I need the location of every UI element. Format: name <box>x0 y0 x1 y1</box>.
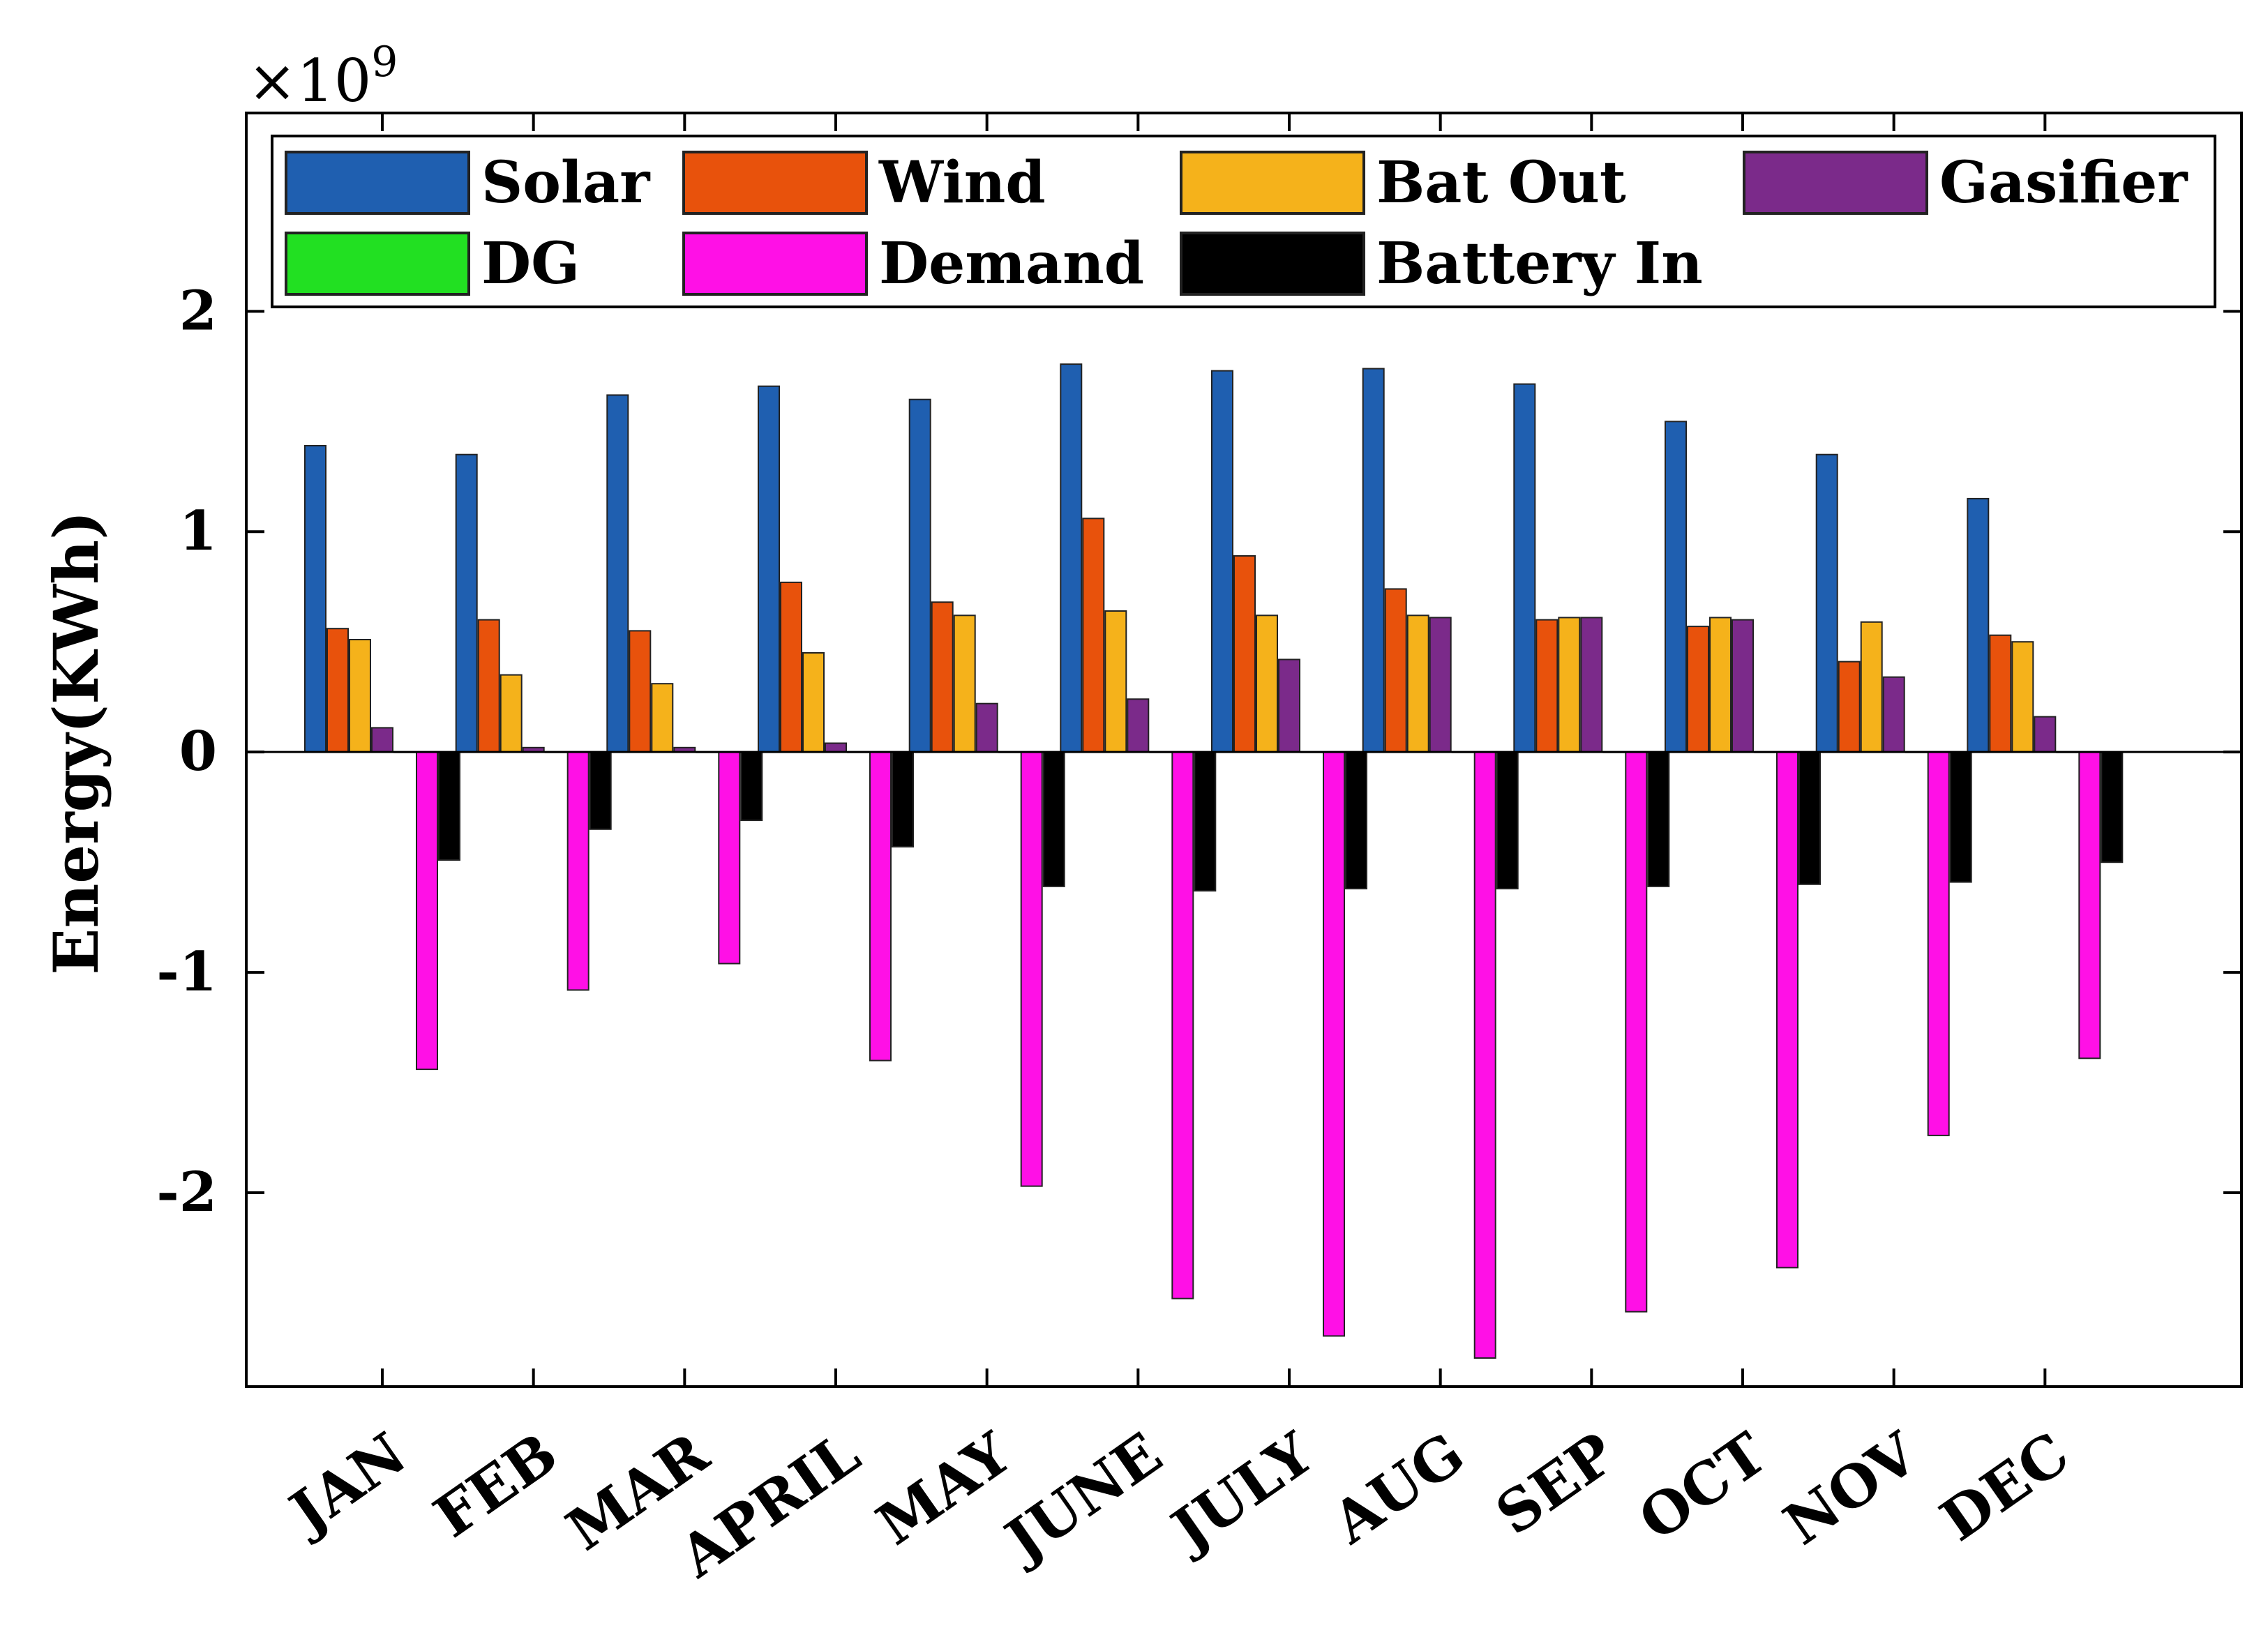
bar-battery-in-jan <box>438 751 460 861</box>
legend-label-wind: Wind <box>878 149 1046 216</box>
bar-wind-may <box>931 601 954 753</box>
bar-bat-out-nov <box>1860 621 1883 753</box>
bar-gasifier-nov <box>1882 676 1905 753</box>
bar-solar-april <box>758 385 780 753</box>
plot-frame <box>245 112 2243 1388</box>
bar-wind-mar <box>629 630 652 753</box>
legend-label-gasifier: Gasifier <box>1939 149 2188 216</box>
bar-solar-jan <box>304 445 326 753</box>
bar-wind-jan <box>326 628 349 753</box>
bar-solar-feb <box>455 453 478 753</box>
bar-bat-out-feb <box>500 674 523 753</box>
bar-battery-in-july <box>1345 751 1367 890</box>
legend-swatch-dg <box>285 232 470 296</box>
bar-gasifier-dec <box>2034 716 2057 753</box>
bar-battery-in-june <box>1194 751 1217 892</box>
bar-demand-april <box>869 751 892 1062</box>
bar-gasifier-may <box>975 702 998 753</box>
bar-wind-sep <box>1535 619 1559 753</box>
bar-wind-april <box>780 581 802 753</box>
legend-swatch-demand <box>682 232 868 296</box>
bar-solar-sep <box>1513 383 1536 753</box>
bar-demand-feb <box>566 751 589 991</box>
bar-bat-out-june <box>1104 610 1127 753</box>
bar-wind-dec <box>1989 634 2012 753</box>
legend-swatch-gasifier <box>1743 151 1928 215</box>
bar-bat-out-july <box>1256 614 1278 753</box>
bar-demand-oct <box>1776 751 1798 1269</box>
y-multiplier-base: ×10 <box>248 47 371 115</box>
bar-battery-in-may <box>1042 751 1065 887</box>
bar-gasifier-sep <box>1580 617 1603 753</box>
bar-battery-in-oct <box>1798 751 1821 885</box>
bar-bat-out-mar <box>651 683 674 753</box>
bar-wind-nov <box>1838 661 1861 753</box>
legend: Solar Wind Bat Out Gasifier DG Demand Battery … <box>271 135 2216 308</box>
y-tick-label: 2 <box>179 279 217 342</box>
legend-swatch-solar <box>285 151 470 215</box>
bar-bat-out-sep <box>1558 617 1581 753</box>
legend-swatch-bat-out <box>1180 151 1365 215</box>
bar-solar-oct <box>1665 421 1687 753</box>
bar-bat-out-may <box>953 614 976 753</box>
bar-battery-in-mar <box>740 751 763 822</box>
bar-bat-out-april <box>802 652 825 753</box>
bar-wind-oct <box>1687 626 1709 753</box>
bar-gasifier-jan <box>371 727 393 753</box>
bar-wind-july <box>1233 555 1256 753</box>
bar-solar-june <box>1060 363 1083 753</box>
legend-swatch-wind <box>682 151 868 215</box>
legend-label-battery-in: Battery In <box>1376 230 1703 297</box>
bar-gasifier-oct <box>1732 619 1754 753</box>
bar-wind-june <box>1082 518 1105 753</box>
bar-demand-sep <box>1625 751 1648 1313</box>
legend-label-bat-out: Bat Out <box>1376 149 1626 216</box>
bar-gasifier-aug <box>1429 617 1452 753</box>
y-multiplier: ×109 <box>248 38 398 115</box>
bar-battery-in-dec <box>2101 751 2124 864</box>
bar-wind-feb <box>477 619 500 753</box>
bar-solar-nov <box>1815 453 1838 753</box>
bar-gasifier-july <box>1278 658 1300 753</box>
bar-solar-aug <box>1362 368 1385 753</box>
bar-solar-may <box>908 398 931 753</box>
legend-label-demand: Demand <box>879 230 1144 297</box>
bar-bat-out-oct <box>1709 617 1732 753</box>
y-tick-label: -2 <box>156 1161 217 1224</box>
bar-gasifier-april <box>825 742 847 753</box>
legend-label-solar: Solar <box>481 149 651 216</box>
y-tick-label: -1 <box>156 940 217 1004</box>
bar-wind-aug <box>1384 588 1407 753</box>
bar-demand-june <box>1171 751 1194 1299</box>
bar-bat-out-aug <box>1406 614 1429 753</box>
bar-demand-mar <box>718 751 741 965</box>
bar-bat-out-jan <box>349 639 371 753</box>
bar-battery-in-april <box>892 751 914 847</box>
bar-solar-mar <box>606 394 629 753</box>
y-multiplier-exponent: 9 <box>371 38 398 86</box>
bar-demand-aug <box>1473 751 1496 1359</box>
bar-battery-in-sep <box>1647 751 1670 887</box>
bar-gasifier-june <box>1127 698 1150 753</box>
bar-demand-nov <box>1927 751 1950 1136</box>
y-axis-label: Energy(KWh) <box>40 511 112 975</box>
bars-group <box>304 363 2124 1359</box>
legend-swatch-battery-in <box>1180 232 1365 296</box>
bar-demand-july <box>1323 751 1345 1337</box>
bar-battery-in-feb <box>589 751 612 830</box>
bar-solar-july <box>1211 370 1233 753</box>
bar-demand-jan <box>416 751 438 1071</box>
legend-label-dg: DG <box>481 230 580 297</box>
bar-demand-dec <box>2078 751 2101 1059</box>
y-tick-label: 1 <box>179 499 217 563</box>
bar-bat-out-dec <box>2011 641 2034 753</box>
bar-demand-may <box>1020 751 1043 1187</box>
bar-battery-in-nov <box>1949 751 1972 883</box>
bar-solar-dec <box>1967 497 1990 753</box>
bar-battery-in-aug <box>1496 751 1519 890</box>
y-tick-label: 0 <box>179 720 217 783</box>
